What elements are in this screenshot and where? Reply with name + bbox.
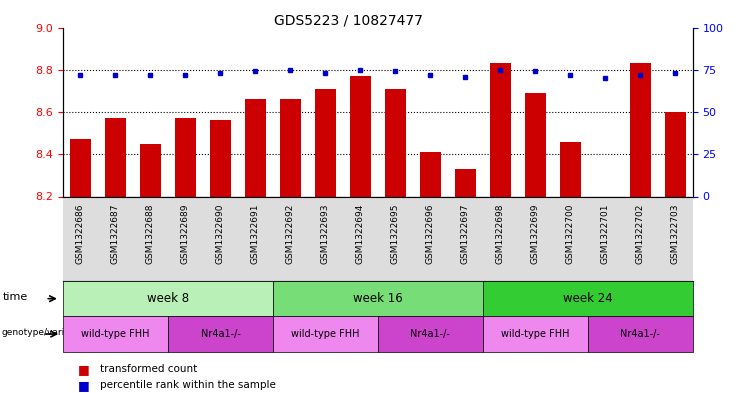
Text: GSM1322689: GSM1322689 xyxy=(181,203,190,264)
Text: Nr4a1-/-: Nr4a1-/- xyxy=(201,329,240,339)
Text: GSM1322703: GSM1322703 xyxy=(671,203,679,264)
Text: GSM1322701: GSM1322701 xyxy=(601,203,610,264)
Text: wild-type FHH: wild-type FHH xyxy=(82,329,150,339)
Text: wild-type FHH: wild-type FHH xyxy=(501,329,570,339)
Bar xyxy=(70,140,91,196)
Text: percentile rank within the sample: percentile rank within the sample xyxy=(100,380,276,390)
Bar xyxy=(560,141,581,196)
Text: GSM1322692: GSM1322692 xyxy=(286,203,295,264)
Bar xyxy=(245,99,266,196)
Bar xyxy=(280,99,301,196)
Bar xyxy=(350,76,371,196)
Text: GSM1322698: GSM1322698 xyxy=(496,203,505,264)
Text: week 16: week 16 xyxy=(353,292,403,305)
Text: Nr4a1-/-: Nr4a1-/- xyxy=(411,329,451,339)
Text: GDS5223 / 10827477: GDS5223 / 10827477 xyxy=(274,14,422,28)
Text: GSM1322699: GSM1322699 xyxy=(531,203,540,264)
Text: time: time xyxy=(3,292,28,302)
Text: GSM1322691: GSM1322691 xyxy=(251,203,260,264)
Text: GSM1322696: GSM1322696 xyxy=(426,203,435,264)
Text: GSM1322688: GSM1322688 xyxy=(146,203,155,264)
Bar xyxy=(105,118,126,196)
Text: GSM1322695: GSM1322695 xyxy=(391,203,400,264)
Text: GSM1322686: GSM1322686 xyxy=(76,203,85,264)
Text: GSM1322687: GSM1322687 xyxy=(111,203,120,264)
Bar xyxy=(455,169,476,196)
Bar xyxy=(140,144,161,196)
Bar xyxy=(665,112,686,196)
Text: week 8: week 8 xyxy=(147,292,189,305)
Text: GSM1322700: GSM1322700 xyxy=(566,203,575,264)
Text: GSM1322693: GSM1322693 xyxy=(321,203,330,264)
Bar xyxy=(385,89,406,196)
Bar xyxy=(315,89,336,196)
Bar xyxy=(175,118,196,196)
Text: ■: ■ xyxy=(78,378,90,392)
Text: Nr4a1-/-: Nr4a1-/- xyxy=(620,329,660,339)
Text: GSM1322690: GSM1322690 xyxy=(216,203,225,264)
Text: GSM1322694: GSM1322694 xyxy=(356,203,365,264)
Text: wild-type FHH: wild-type FHH xyxy=(291,329,359,339)
Bar xyxy=(630,63,651,196)
Bar xyxy=(525,93,546,196)
Bar xyxy=(420,152,441,196)
Text: GSM1322697: GSM1322697 xyxy=(461,203,470,264)
Bar xyxy=(210,120,231,196)
Text: week 24: week 24 xyxy=(563,292,613,305)
Bar xyxy=(490,63,511,196)
Text: genotype/variation: genotype/variation xyxy=(1,328,87,337)
Text: GSM1322702: GSM1322702 xyxy=(636,203,645,264)
Text: transformed count: transformed count xyxy=(100,364,197,375)
Text: ■: ■ xyxy=(78,363,90,376)
